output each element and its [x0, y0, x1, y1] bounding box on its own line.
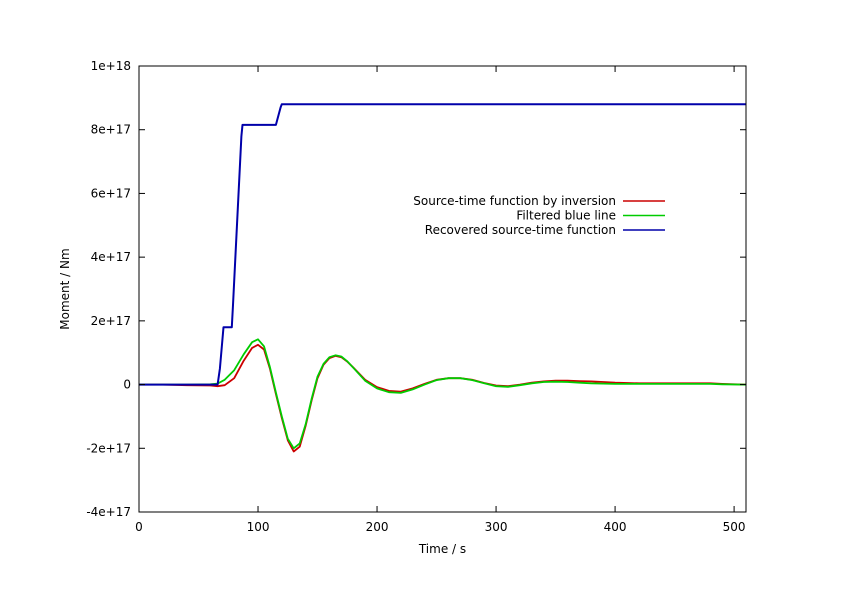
y-tick-label: -2e+17: [86, 441, 131, 455]
y-tick-label: 2e+17: [91, 314, 131, 328]
plot-frame: [138, 65, 747, 513]
plot-lines: [139, 103, 746, 453]
x-axis: 0 100 200 300 400 500: [135, 66, 746, 534]
legend-label: Source-time function by inversion: [413, 194, 616, 208]
x-tick-label: 100: [247, 520, 270, 534]
y-tick-label: 1e+18: [91, 59, 131, 73]
legend: Source-time function by inversionFiltere…: [413, 194, 665, 237]
series-line-source-time-function-by-inversion: [139, 343, 746, 453]
x-tick-label: 200: [366, 520, 389, 534]
legend-label: Recovered source-time function: [425, 223, 616, 237]
series-line-recovered-source-time-function: [139, 103, 746, 386]
y-tick-label: 0: [123, 378, 131, 392]
x-tick-label: 400: [604, 520, 627, 534]
y-axis-label: Moment / Nm: [58, 248, 72, 329]
legend-label: Filtered blue line: [516, 209, 616, 223]
x-tick-label: 0: [135, 520, 143, 534]
x-tick-label: 300: [485, 520, 508, 534]
x-tick-label: 500: [723, 520, 746, 534]
x-axis-label: Time / s: [418, 542, 466, 556]
y-tick-label: 6e+17: [91, 186, 131, 200]
series-line-filtered-blue-line: [139, 338, 746, 450]
y-tick-label: -4e+17: [86, 505, 131, 519]
y-tick-label: 4e+17: [91, 250, 131, 264]
y-tick-label: 8e+17: [91, 123, 131, 137]
y-axis: -4e+17 -2e+17 0 2e+17 4e+17 6e+17 8e+17 1e+18: [86, 59, 746, 519]
